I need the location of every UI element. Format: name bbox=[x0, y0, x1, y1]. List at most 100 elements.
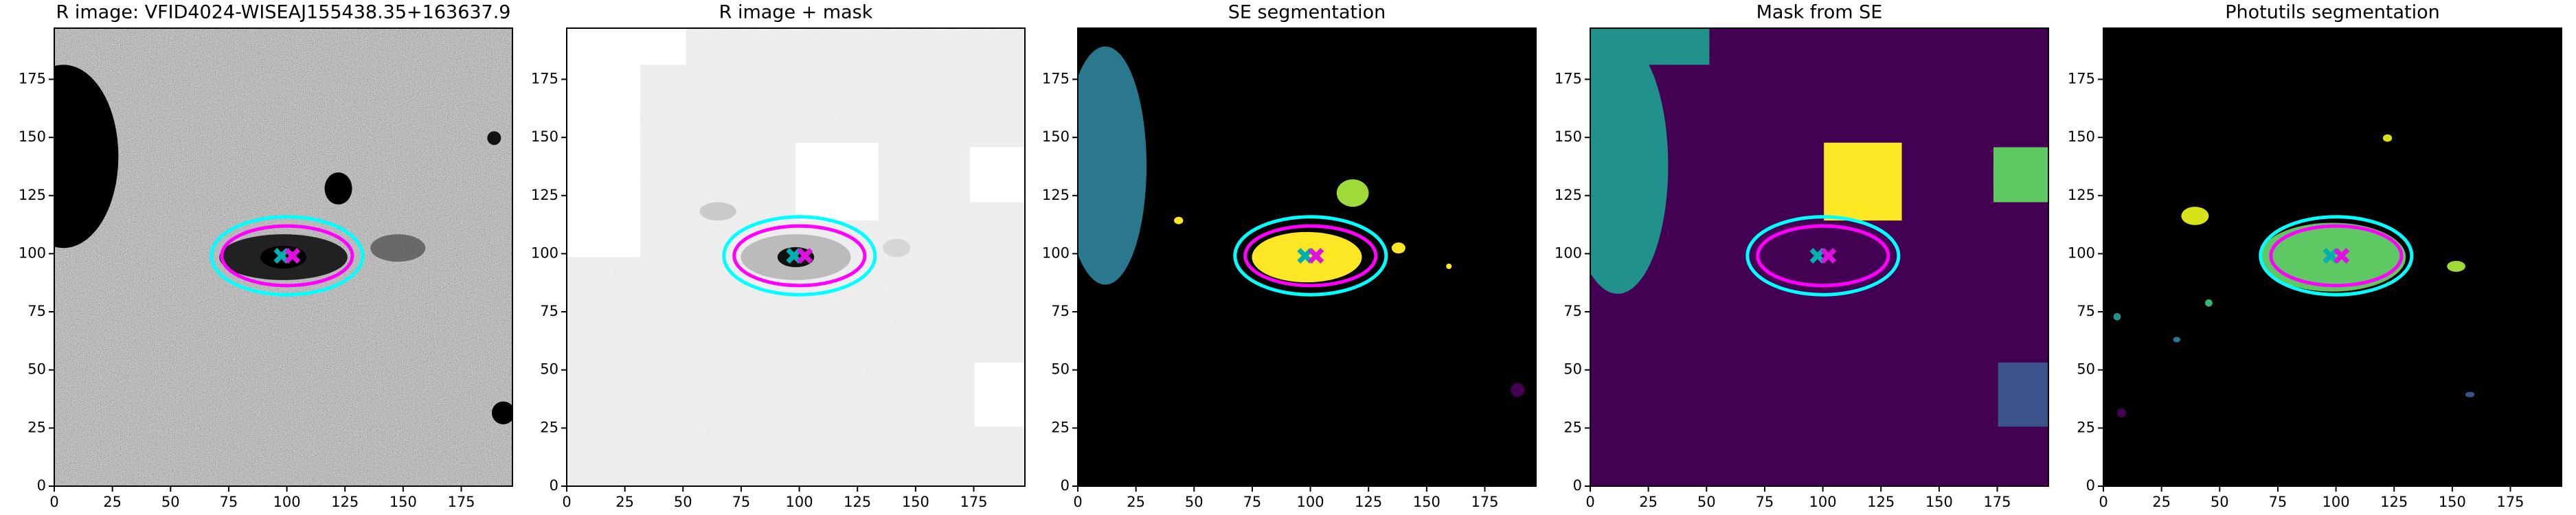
panel-title: SE segmentation bbox=[1228, 2, 1386, 23]
image bbox=[1590, 28, 2048, 486]
blob bbox=[2113, 312, 2121, 321]
x-tick-label: 25 bbox=[1127, 494, 1145, 510]
panel-title: R image: VFID4024-WISEAJ155438.35+163637… bbox=[56, 2, 511, 23]
y-tick-label: 75 bbox=[27, 303, 46, 319]
blob bbox=[1446, 263, 1452, 269]
ellipse-inner bbox=[732, 224, 867, 288]
y-tick-label: 0 bbox=[37, 477, 46, 494]
blob bbox=[1391, 242, 1405, 254]
blob bbox=[370, 234, 426, 262]
y-tick-label: 150 bbox=[1555, 128, 1582, 145]
x-tick-label: 150 bbox=[389, 494, 417, 510]
blob bbox=[699, 202, 736, 221]
blob bbox=[1336, 179, 1369, 207]
panel-title: Photutils segmentation bbox=[2225, 2, 2440, 23]
ellipse-outer bbox=[1745, 215, 1901, 297]
x-tick-label: 75 bbox=[220, 494, 238, 510]
ellipse-outer bbox=[722, 215, 877, 297]
axes-frame bbox=[1590, 27, 2049, 487]
y-tick-label: 50 bbox=[540, 361, 558, 378]
y-tick-label: 175 bbox=[531, 70, 558, 87]
region bbox=[1824, 142, 1902, 221]
y-tick-label: 125 bbox=[19, 187, 46, 203]
panel-title: Mask from SE bbox=[1756, 2, 1883, 23]
y-tick-label: 0 bbox=[2086, 477, 2095, 494]
blob bbox=[487, 131, 501, 146]
x-tick-label: 50 bbox=[1697, 494, 1716, 510]
y-tick-label: 50 bbox=[2077, 361, 2095, 378]
x-tick-label: 25 bbox=[103, 494, 122, 510]
axes-frame bbox=[2103, 27, 2562, 487]
x-tick-label: 150 bbox=[1925, 494, 1953, 510]
blob bbox=[1590, 37, 1669, 294]
center-marker bbox=[1820, 248, 1837, 264]
region bbox=[1998, 362, 2048, 427]
center-marker bbox=[284, 248, 301, 264]
panel: Photutils segmentation 0 25 50 75 100 125 150 17… bbox=[2068, 2, 2562, 510]
image bbox=[1078, 28, 1536, 486]
blob bbox=[2117, 408, 2127, 417]
blob bbox=[2465, 391, 2475, 398]
image bbox=[567, 28, 1025, 486]
axes-frame bbox=[566, 27, 1026, 487]
x-tick-label: 75 bbox=[1243, 494, 1262, 510]
y-tick-label: 150 bbox=[1042, 128, 1070, 145]
x-tick-label: 0 bbox=[1585, 494, 1594, 510]
x-tick-label: 100 bbox=[1297, 494, 1324, 510]
x-tick-label: 75 bbox=[2269, 494, 2287, 510]
y-tick-label: 0 bbox=[1061, 477, 1070, 494]
region bbox=[969, 147, 1025, 203]
x-tick-label: 125 bbox=[1355, 494, 1382, 510]
x-tick-label: 175 bbox=[960, 494, 987, 510]
center-marker bbox=[2334, 248, 2350, 264]
region bbox=[1590, 28, 1710, 65]
blob bbox=[2382, 134, 2393, 142]
y-tick-label: 175 bbox=[19, 70, 46, 87]
x-tick-label: 0 bbox=[1073, 494, 1082, 510]
x-tick-label: 100 bbox=[273, 494, 301, 510]
y-tick-label: 75 bbox=[540, 303, 558, 319]
y-tick-label: 100 bbox=[2068, 244, 2095, 261]
y-tick-label: 25 bbox=[27, 419, 46, 435]
blob bbox=[54, 65, 119, 249]
ellipse-inner bbox=[1243, 224, 1378, 288]
x-tick-label: 50 bbox=[674, 494, 692, 510]
blob bbox=[2173, 336, 2181, 343]
blob bbox=[324, 172, 352, 205]
y-tick-label: 150 bbox=[531, 128, 558, 145]
x-tick-label: 100 bbox=[1809, 494, 1837, 510]
y-tick-label: 100 bbox=[1042, 244, 1070, 261]
y-tick-label: 75 bbox=[1563, 303, 1582, 319]
x-tick-label: 100 bbox=[2323, 494, 2350, 510]
y-tick-label: 125 bbox=[1555, 187, 1582, 203]
y-tick-label: 50 bbox=[1563, 361, 1582, 378]
ellipse-inner bbox=[1756, 224, 1890, 288]
ellipse-inner bbox=[2269, 224, 2404, 288]
blob bbox=[2447, 260, 2465, 272]
x-tick-label: 75 bbox=[1756, 494, 1774, 510]
blob bbox=[491, 401, 512, 424]
region bbox=[795, 142, 879, 221]
y-tick-label: 125 bbox=[531, 187, 558, 203]
x-tick-label: 25 bbox=[2152, 494, 2171, 510]
blob bbox=[2181, 207, 2209, 225]
x-tick-label: 125 bbox=[1867, 494, 1895, 510]
axes-frame bbox=[1077, 27, 1537, 487]
y-tick-label: 125 bbox=[1042, 187, 1070, 203]
center-marker bbox=[797, 248, 813, 264]
y-tick-label: 0 bbox=[550, 477, 558, 494]
x-tick-label: 25 bbox=[615, 494, 634, 510]
y-tick-label: 150 bbox=[19, 128, 46, 145]
x-tick-label: 150 bbox=[1413, 494, 1440, 510]
y-tick-label: 100 bbox=[1555, 244, 1582, 261]
panel-title: R image + mask bbox=[719, 2, 873, 23]
y-tick-label: 25 bbox=[540, 419, 558, 435]
blob bbox=[1511, 382, 1525, 397]
center-marker bbox=[1308, 248, 1324, 264]
y-tick-label: 100 bbox=[19, 244, 46, 261]
x-tick-label: 150 bbox=[2439, 494, 2466, 510]
y-tick-label: 25 bbox=[1051, 419, 1070, 435]
blob bbox=[2205, 299, 2213, 307]
